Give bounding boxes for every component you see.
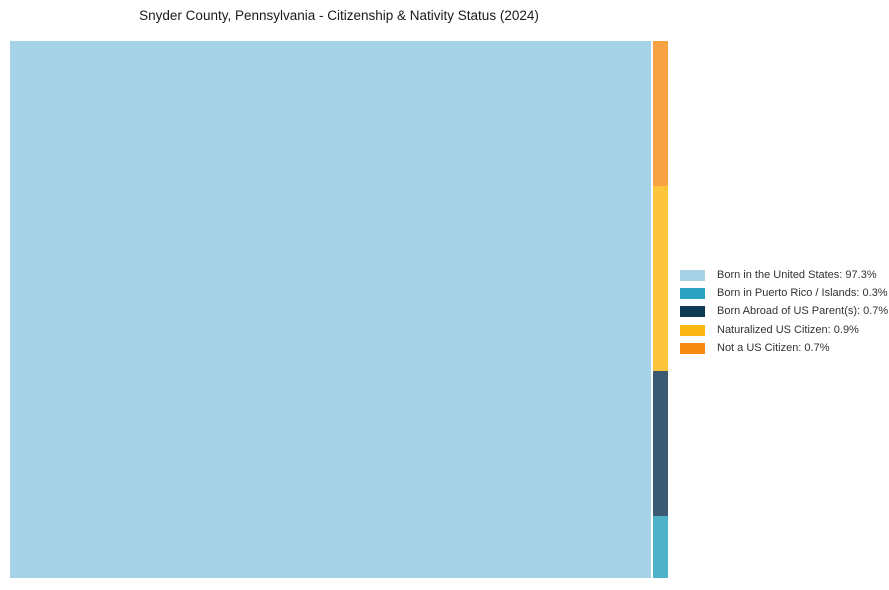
treemap-tile-born-abroad-us-parents[interactable]: [652, 371, 668, 516]
legend-swatch-icon: [680, 306, 705, 318]
treemap-tile-born-in-us[interactable]: [10, 41, 651, 578]
tile-divider: [650, 41, 653, 578]
legend-label: Born in the United States: 97.3%: [717, 268, 877, 281]
legend-item-born-abroad-us-parents[interactable]: Born Abroad of US Parent(s): 0.7%: [680, 303, 888, 321]
legend-label: Born Abroad of US Parent(s): 0.7%: [717, 305, 889, 318]
treemap-tile-not-a-us-citizen[interactable]: [652, 41, 668, 186]
legend: Born in the United States: 97.3% Born in …: [680, 266, 888, 357]
legend-item-born-puerto-rico-islands[interactable]: Born in Puerto Rico / Islands: 0.3%: [680, 284, 888, 302]
treemap-area: [10, 41, 668, 578]
legend-swatch-icon: [680, 324, 705, 336]
legend-label: Not a US Citizen: 0.7%: [717, 341, 830, 354]
legend-item-not-a-us-citizen[interactable]: Not a US Citizen: 0.7%: [680, 339, 888, 357]
legend-label: Born in Puerto Rico / Islands: 0.3%: [717, 286, 888, 299]
treemap-tile-naturalized-us-citizen[interactable]: [652, 185, 668, 372]
legend-item-naturalized-us-citizen[interactable]: Naturalized US Citizen: 0.9%: [680, 321, 888, 339]
legend-swatch-icon: [680, 342, 705, 354]
legend-label: Naturalized US Citizen: 0.9%: [717, 323, 859, 336]
legend-swatch-icon: [680, 269, 705, 281]
legend-item-born-in-us[interactable]: Born in the United States: 97.3%: [680, 266, 888, 284]
legend-swatch-icon: [680, 287, 705, 299]
treemap-minor-column: [652, 41, 668, 578]
chart-title: Snyder County, Pennsylvania - Citizenshi…: [139, 8, 539, 23]
treemap-tile-born-puerto-rico-islands[interactable]: [652, 516, 668, 578]
